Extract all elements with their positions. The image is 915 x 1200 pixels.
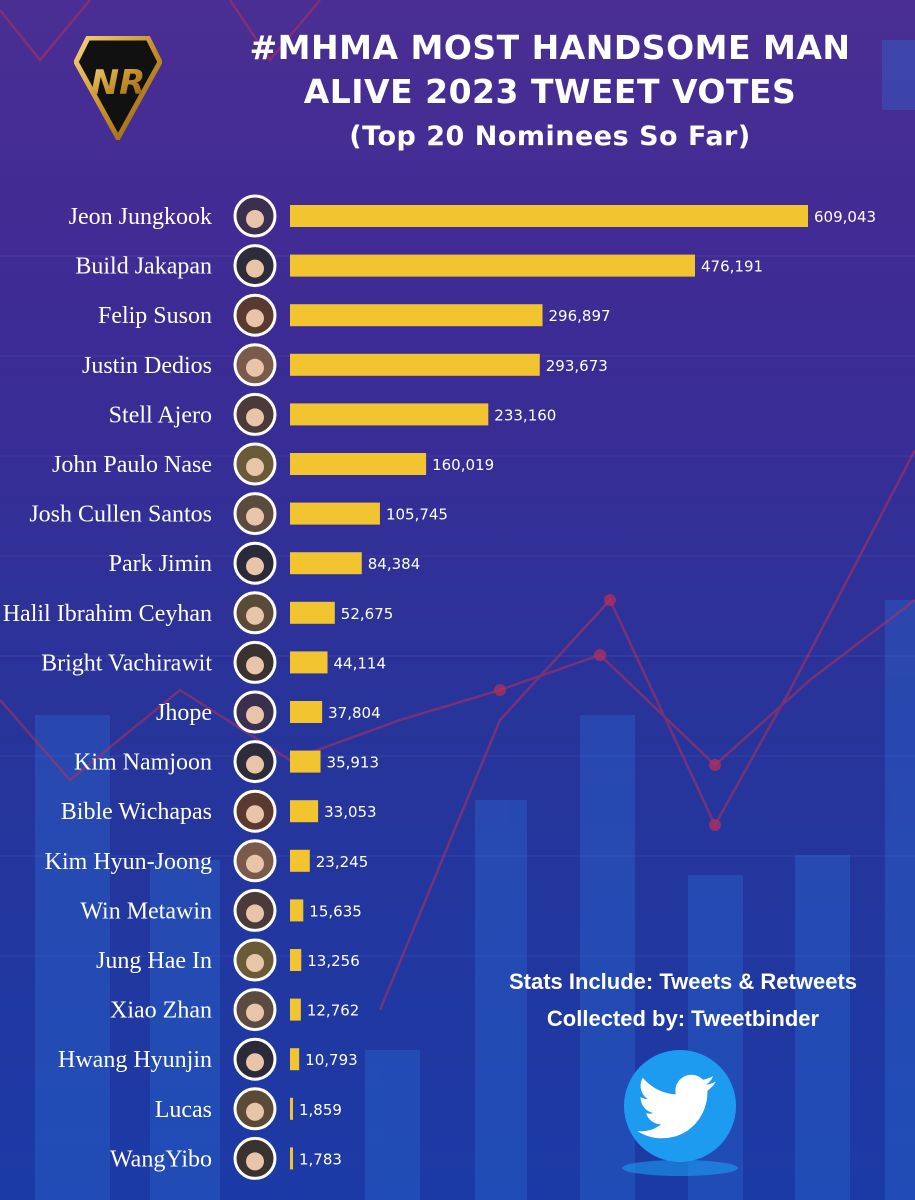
value-label: 160,019 [432, 456, 494, 474]
value-label: 105,745 [386, 506, 448, 524]
value-label: 1,859 [299, 1101, 342, 1119]
avatar-face [246, 805, 264, 824]
bar [290, 998, 301, 1021]
value-label: 84,384 [368, 555, 421, 573]
category-label: Kim Hyun-Joong [45, 849, 212, 875]
bar [290, 403, 489, 426]
category-label: Hwang Hyunjin [58, 1047, 212, 1073]
category-label: Bright Vachirawit [41, 650, 212, 676]
category-label: Stell Ajero [109, 402, 212, 428]
avatar-face [246, 954, 264, 972]
bar [290, 601, 335, 624]
bar [290, 701, 323, 723]
value-label: 35,913 [327, 754, 380, 772]
bar [290, 849, 310, 872]
avatar-face [246, 210, 264, 228]
value-label: 609,043 [814, 208, 876, 226]
bar [290, 353, 540, 376]
bar [290, 899, 304, 922]
category-label: John Paulo Nase [52, 452, 212, 478]
value-label: 13,256 [307, 952, 360, 970]
avatar-face [246, 358, 264, 377]
svg-text:NR: NR [91, 63, 146, 103]
avatar-face [246, 1102, 264, 1121]
collected-by-text: Collected by: Tweetbinder [546, 1006, 820, 1031]
value-label: 12,762 [307, 1002, 360, 1020]
avatar-face [246, 259, 264, 278]
avatar-face [246, 1152, 264, 1171]
subtitle: (Top 20 Nominees So Far) [349, 121, 751, 152]
value-label: 476,191 [701, 258, 763, 276]
bar [290, 304, 543, 327]
value-label: 10,793 [305, 1051, 358, 1069]
bar [290, 800, 319, 823]
value-label: 296,897 [549, 307, 611, 325]
value-label: 44,114 [334, 654, 387, 672]
category-label: Xiao Zhan [110, 998, 212, 1024]
stats-include-text: Stats Include: Tweets & Retweets [508, 969, 857, 994]
bar [290, 205, 808, 227]
category-label: Park Jimin [109, 551, 212, 577]
value-label: 1,783 [299, 1150, 342, 1168]
avatar-face [246, 309, 264, 328]
avatar-face [246, 606, 264, 625]
category-label: Josh Cullen Santos [29, 502, 212, 528]
avatar-face [246, 557, 264, 576]
category-label: Jhope [156, 700, 212, 726]
bar [290, 1048, 300, 1071]
bar [290, 1147, 293, 1170]
category-label: Win Metawin [80, 898, 212, 924]
nr-logo: NR [74, 36, 162, 140]
avatar-face [246, 854, 264, 873]
avatar-face [246, 904, 264, 923]
avatar-face [246, 507, 264, 526]
value-label: 23,245 [316, 853, 369, 871]
category-label: Bible Wichapas [61, 799, 212, 825]
bar [290, 651, 328, 674]
value-label: 293,673 [546, 357, 608, 375]
twitter-bird-icon [622, 1050, 738, 1176]
category-label: Jeon Jungkook [69, 204, 212, 230]
category-label: WangYibo [110, 1146, 212, 1172]
bar [290, 750, 321, 773]
category-label: Lucas [155, 1097, 212, 1123]
title-line-2: ALIVE 2023 TWEET VOTES [303, 72, 797, 111]
category-label: Justin Dedios [82, 353, 212, 379]
bar [290, 1097, 293, 1120]
value-label: 37,804 [328, 704, 381, 722]
avatar-face [246, 458, 264, 476]
bar [290, 552, 362, 575]
avatar-face [246, 656, 264, 675]
bar [290, 254, 696, 277]
value-label: 233,160 [494, 406, 556, 424]
category-label: Build Jakapan [75, 254, 212, 280]
category-label: Halil Ibrahim Ceyhan [3, 601, 212, 627]
avatar-face [246, 1003, 264, 1022]
avatar-face [246, 706, 264, 724]
value-label: 15,635 [309, 902, 362, 920]
avatar-face [246, 408, 264, 427]
category-label: Jung Hae In [96, 948, 212, 974]
avatar-face [246, 1053, 264, 1072]
value-label: 52,675 [341, 605, 394, 623]
value-label: 33,053 [324, 803, 377, 821]
title-line-1: #MHMA MOST HANDSOME MAN [249, 28, 851, 67]
bar [290, 949, 302, 971]
avatar-face [246, 755, 264, 774]
category-label: Felip Suson [98, 303, 212, 329]
bar [290, 453, 427, 475]
bar [290, 502, 380, 525]
category-label: Kim Namjoon [74, 750, 212, 776]
